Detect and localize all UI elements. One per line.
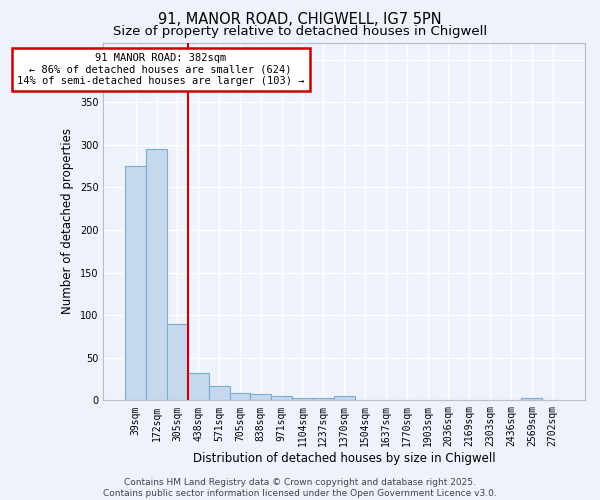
Text: Contains HM Land Registry data © Crown copyright and database right 2025.
Contai: Contains HM Land Registry data © Crown c… xyxy=(103,478,497,498)
Bar xyxy=(230,393,250,400)
Bar xyxy=(209,386,230,400)
Bar xyxy=(146,149,167,401)
X-axis label: Distribution of detached houses by size in Chigwell: Distribution of detached houses by size … xyxy=(193,452,496,465)
Bar xyxy=(521,398,542,400)
Text: 91 MANOR ROAD: 382sqm
← 86% of detached houses are smaller (624)
14% of semi-det: 91 MANOR ROAD: 382sqm ← 86% of detached … xyxy=(17,52,304,86)
Bar xyxy=(188,373,209,400)
Bar xyxy=(167,324,188,400)
Text: 91, MANOR ROAD, CHIGWELL, IG7 5PN: 91, MANOR ROAD, CHIGWELL, IG7 5PN xyxy=(158,12,442,28)
Text: Size of property relative to detached houses in Chigwell: Size of property relative to detached ho… xyxy=(113,25,487,38)
Bar xyxy=(292,398,313,400)
Y-axis label: Number of detached properties: Number of detached properties xyxy=(61,128,74,314)
Bar xyxy=(313,398,334,400)
Bar xyxy=(125,166,146,400)
Bar xyxy=(271,396,292,400)
Bar xyxy=(250,394,271,400)
Bar xyxy=(334,396,355,400)
